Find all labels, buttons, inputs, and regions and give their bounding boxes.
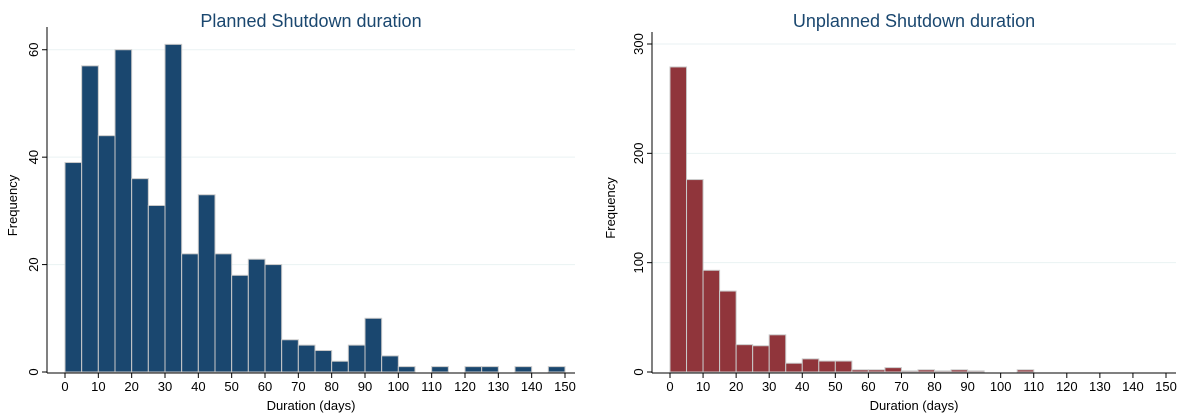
x-tick-label: 10 <box>696 379 710 394</box>
x-tick-label: 90 <box>358 379 372 394</box>
x-axis-label: Duration (days) <box>267 398 356 413</box>
y-tick-label: 40 <box>26 150 41 164</box>
x-tick-label: 130 <box>487 379 509 394</box>
histogram-bar <box>917 369 936 373</box>
y-axis-label: Frequency <box>603 177 618 239</box>
histogram-bar <box>735 344 754 373</box>
x-tick-label: 20 <box>124 379 138 394</box>
x-tick-label: 140 <box>521 379 543 394</box>
x-tick-label: 80 <box>927 379 941 394</box>
y-tick-label: 300 <box>631 33 646 55</box>
x-tick-label: 30 <box>158 379 172 394</box>
histogram-bar <box>967 370 985 373</box>
histogram-bar <box>381 355 399 373</box>
x-tick-label: 20 <box>729 379 743 394</box>
histogram-bar <box>752 345 770 373</box>
histogram-bar <box>247 258 266 373</box>
histogram-bar <box>702 269 721 373</box>
x-tick-label: 40 <box>795 379 809 394</box>
histogram-bar <box>834 360 853 373</box>
chart-title: Planned Shutdown duration <box>200 11 421 31</box>
x-tick-label: 0 <box>61 379 68 394</box>
histogram-bar <box>669 66 688 373</box>
x-tick-label: 120 <box>1056 379 1078 394</box>
histogram-bar <box>214 253 233 373</box>
y-axis-label: Frequency <box>5 174 20 236</box>
histogram-bar <box>464 366 483 373</box>
histogram-bar <box>264 264 283 373</box>
histogram-bar <box>364 317 383 373</box>
x-tick-label: 140 <box>1122 379 1144 394</box>
x-tick-label: 10 <box>91 379 105 394</box>
x-tick-label: 110 <box>1023 379 1044 394</box>
histogram-bar <box>481 366 499 373</box>
planned-histogram: 0 20 40 60 0 10 20 30 40 50 60 70 80 90 100 110 120 130 14… <box>5 11 576 413</box>
x-tick-label: 60 <box>861 379 875 394</box>
x-tick-label: 100 <box>387 379 409 394</box>
histogram-bar <box>131 178 149 373</box>
histogram-bar <box>347 344 366 373</box>
x-tick-label: 40 <box>191 379 205 394</box>
histogram-bar <box>818 360 836 373</box>
y-tick-label: 0 <box>26 368 41 375</box>
histogram-bar <box>934 370 952 373</box>
x-tick-label: 50 <box>828 379 842 394</box>
histogram-bar <box>514 366 533 373</box>
x-tick-label: 30 <box>762 379 776 394</box>
histogram-bar <box>1016 369 1035 373</box>
histogram-bar <box>801 358 820 373</box>
x-tick-label: 50 <box>224 379 238 394</box>
x-axis-label: Duration (days) <box>870 398 959 413</box>
histogram-bar <box>950 369 969 373</box>
histogram-bar <box>81 65 99 373</box>
x-tick-label: 130 <box>1089 379 1111 394</box>
histogram-bar <box>719 290 737 373</box>
histogram-bar <box>851 369 869 373</box>
histogram-bar <box>281 339 299 373</box>
x-tick-label: 150 <box>554 379 576 394</box>
histogram-bar <box>231 274 249 373</box>
histogram-bar <box>64 162 83 373</box>
y-tick-label: 60 <box>26 43 41 57</box>
histogram-bar <box>164 43 183 373</box>
histogram-bar <box>181 253 199 373</box>
x-tick-label: 80 <box>324 379 338 394</box>
histogram-bar <box>867 369 886 373</box>
chart-title: Unplanned Shutdown duration <box>793 11 1035 31</box>
histogram-bar <box>297 344 316 373</box>
y-tick-label: 20 <box>26 257 41 271</box>
x-tick-label: 110 <box>421 379 442 394</box>
y-tick-label: 0 <box>631 368 646 375</box>
histogram-bar <box>114 49 133 373</box>
histogram-bar <box>397 366 416 373</box>
histogram-bar <box>97 135 116 373</box>
y-tick-label: 100 <box>631 252 646 274</box>
histogram-bar <box>314 350 333 373</box>
x-tick-label: 70 <box>291 379 305 394</box>
y-tick-label: 200 <box>631 142 646 164</box>
x-tick-label: 120 <box>454 379 476 394</box>
x-tick-label: 150 <box>1155 379 1177 394</box>
unplanned-histogram: 0 100 200 300 0 10 20 30 40 50 60 70 80 90 100 110 120 13… <box>603 11 1177 413</box>
histogram-bar <box>785 362 803 373</box>
x-tick-label: 100 <box>990 379 1012 394</box>
histogram-bar <box>884 367 902 373</box>
x-tick-label: 70 <box>894 379 908 394</box>
x-tick-label: 60 <box>258 379 272 394</box>
x-tick-label: 0 <box>666 379 673 394</box>
histogram-bar <box>147 205 166 373</box>
histogram-bar <box>431 366 449 373</box>
histogram-bar <box>197 194 216 373</box>
histogram-bar <box>331 360 349 373</box>
histogram-bar <box>900 370 919 373</box>
histogram-bar <box>768 334 787 373</box>
histogram-bar <box>547 366 566 373</box>
x-tick-label: 90 <box>960 379 974 394</box>
histogram-bar <box>686 179 704 373</box>
